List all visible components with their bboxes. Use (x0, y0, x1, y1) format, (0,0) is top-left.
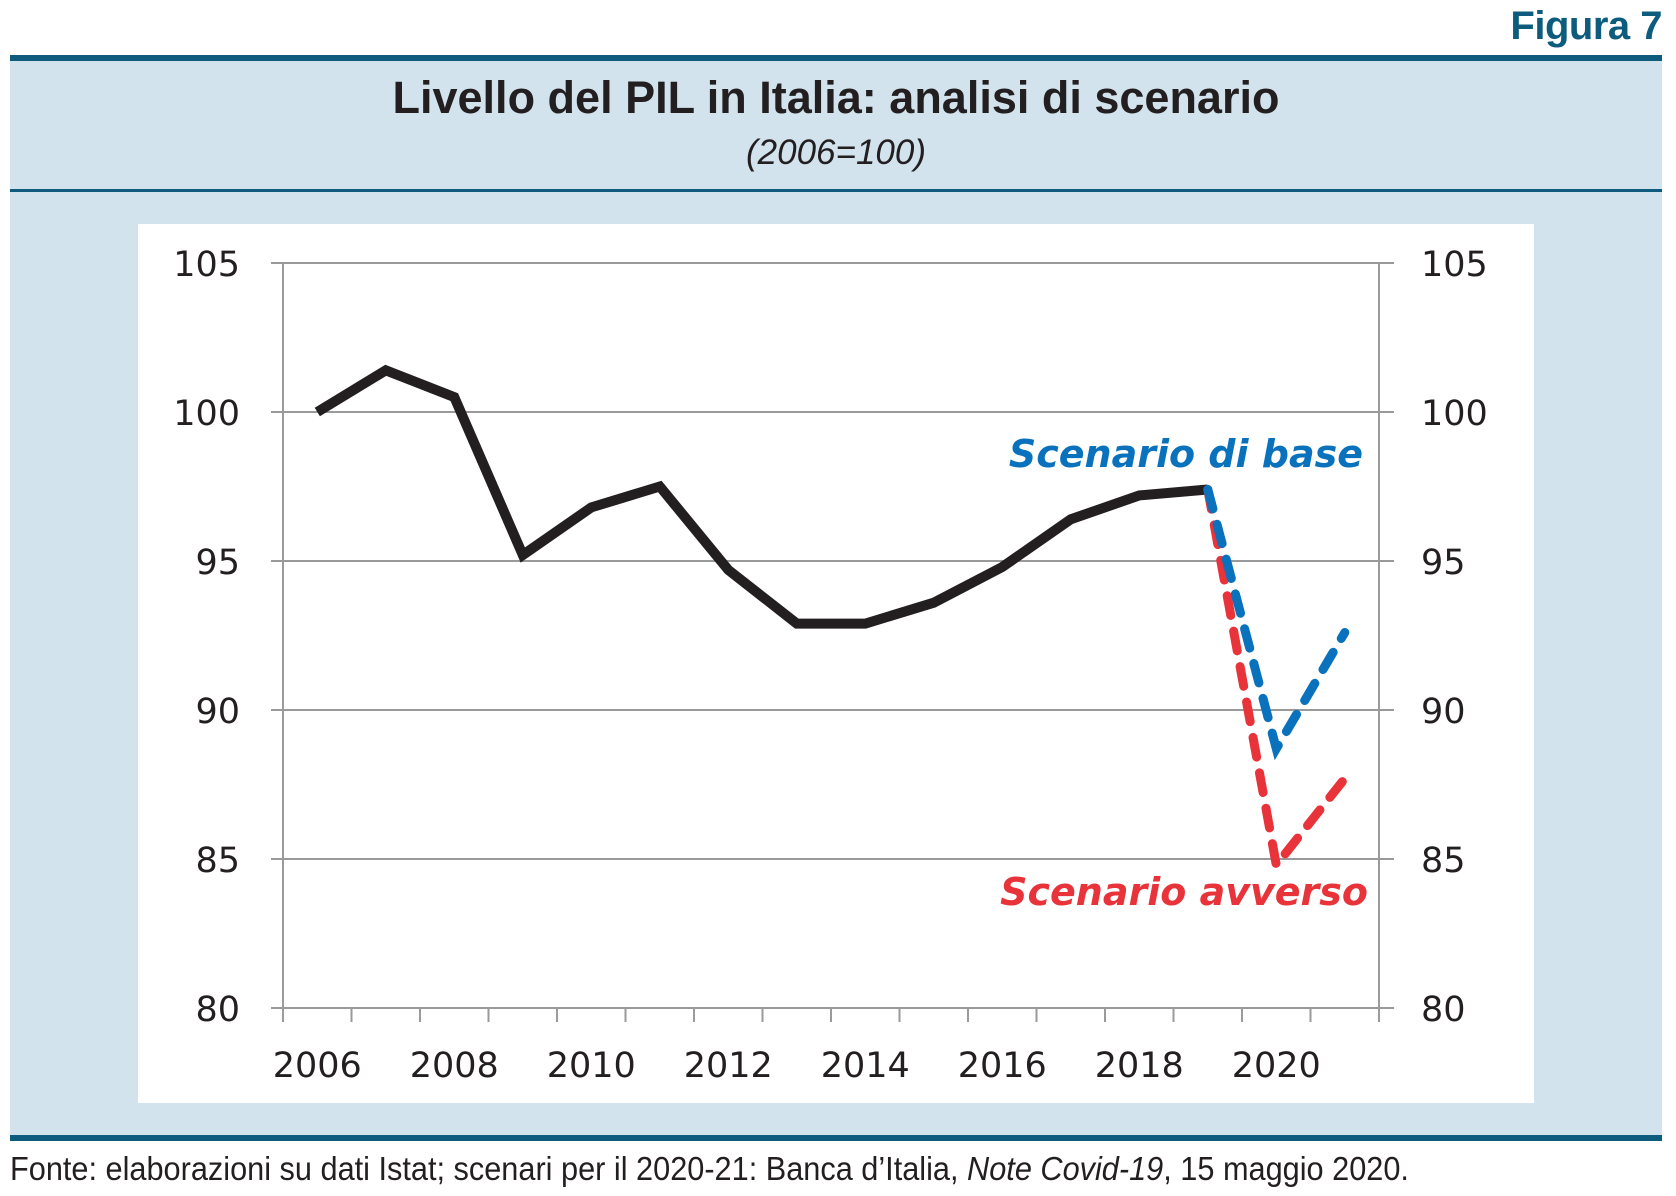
x-tick-label: 2006 (273, 1046, 362, 1086)
y-tick-label-left: 95 (195, 543, 240, 583)
x-tick-label: 2020 (1232, 1046, 1321, 1086)
y-tick-label-right: 85 (1421, 841, 1466, 881)
x-tick-label: 2010 (547, 1046, 636, 1086)
x-tick-label: 2014 (821, 1046, 910, 1086)
source-publication: Note Covid-19 (967, 1150, 1164, 1187)
axes (282, 263, 1380, 1022)
y-tick-label-left: 80 (195, 990, 240, 1030)
y-axis-right-labels: 80 85 90 95 100 105 (1421, 245, 1488, 1030)
chart-panel (138, 224, 1534, 1103)
chart-title: Livello del PIL in Italia: analisi di sc… (392, 72, 1280, 123)
x-axis-labels: 2006 2008 2010 2012 2014 2016 2018 2020 (273, 1046, 1321, 1086)
source-note: Fonte: elaborazioni su dati Istat; scena… (10, 1150, 1546, 1188)
annotation-adverse-scenario: Scenario avverso (1000, 870, 1368, 914)
x-tick-label: 2018 (1095, 1046, 1184, 1086)
series-lines (314, 364, 1350, 876)
source-date: , 15 maggio 2020. (1163, 1150, 1409, 1187)
y-tick-label-right: 80 (1421, 990, 1466, 1030)
x-tick-label: 2012 (684, 1046, 773, 1086)
y-tick-label-left: 100 (173, 394, 240, 434)
header-rule (10, 189, 1662, 192)
y-tick-label-right: 100 (1421, 394, 1488, 434)
top-rule (10, 55, 1662, 61)
chart-subtitle: (2006=100) (745, 133, 926, 172)
y-axis-left-labels: 80 85 90 95 100 105 (173, 245, 240, 1030)
series-line-pil-storico (314, 364, 1209, 629)
annotation-base-scenario: Scenario di base (1009, 432, 1363, 476)
series-line-scenario-di-base (1203, 485, 1350, 761)
y-tick-label-right: 90 (1421, 692, 1466, 732)
series-line-scenario-avverso (1203, 485, 1350, 876)
y-tick-label-right: 105 (1421, 245, 1488, 285)
figure-number: Figura 7 (1510, 4, 1662, 48)
y-tick-label-left: 90 (195, 692, 240, 732)
x-tick-label: 2016 (958, 1046, 1047, 1086)
y-tick-label-left: 105 (173, 245, 240, 285)
y-tick-label-left: 85 (195, 841, 240, 881)
y-tick-label-right: 95 (1421, 543, 1466, 583)
bottom-rule (10, 1135, 1662, 1141)
x-tick-label: 2008 (410, 1046, 499, 1086)
source-text: Fonte: elaborazioni su dati Istat; scena… (10, 1150, 968, 1187)
